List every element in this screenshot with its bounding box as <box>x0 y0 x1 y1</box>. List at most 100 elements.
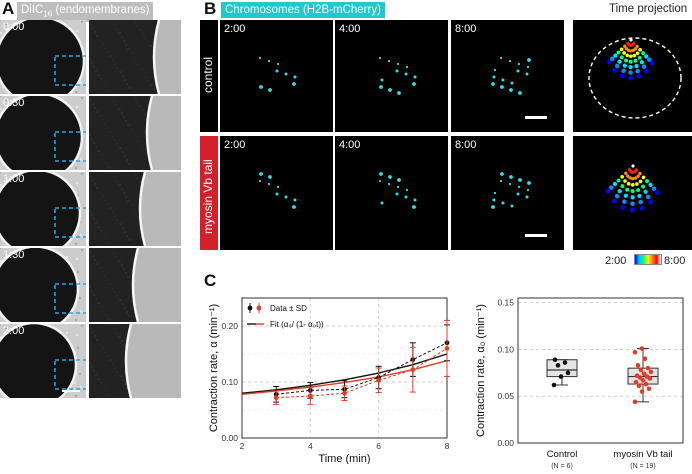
trajectory-dot <box>628 75 633 81</box>
trajectory-dot <box>622 51 626 55</box>
panel-a-letter: A <box>2 0 15 18</box>
membrane-edge <box>152 20 161 94</box>
zoom-frame <box>89 248 181 322</box>
chromosome-spot <box>268 88 272 92</box>
chromosome-spot <box>499 56 503 60</box>
trajectory-dot <box>605 188 611 194</box>
chromosome-spot <box>387 59 391 63</box>
oocyte <box>0 96 84 170</box>
data-dashed-line <box>276 342 448 395</box>
trajectory-dot <box>625 53 630 58</box>
time-stamp: 0:30 <box>3 97 25 109</box>
cortex-region <box>133 248 181 322</box>
chromosome-spot <box>510 81 514 85</box>
oocyte <box>0 20 86 94</box>
trajectory-dot <box>636 73 642 79</box>
trajectory-dot <box>630 201 635 206</box>
chromosome-spot <box>518 91 522 95</box>
data-point <box>639 346 645 351</box>
oocyte <box>0 172 82 246</box>
trajectory-dot <box>655 190 660 195</box>
data-point <box>638 367 644 373</box>
panel-c-letter: C <box>204 271 217 290</box>
zoom-frame <box>89 172 181 246</box>
time-projection-frame <box>573 136 692 250</box>
trajectory-dot <box>630 183 635 187</box>
trajectory-dot <box>630 189 635 194</box>
data-point <box>552 357 558 363</box>
roi-box <box>54 131 86 162</box>
trajectory-dot <box>651 186 657 191</box>
trajectory-dot <box>637 193 642 199</box>
chromosome-spot <box>525 195 529 199</box>
membrane-edge <box>138 172 147 246</box>
chromosome-spot <box>275 192 279 196</box>
trajectory-dot <box>634 168 639 172</box>
trajectory-dot <box>609 185 614 190</box>
chromosome-spot <box>527 58 531 62</box>
trajectory-dot <box>612 67 618 73</box>
trajectory-dot <box>643 189 648 194</box>
plot-frame <box>517 297 684 444</box>
trajectory-dot <box>643 68 649 74</box>
data-point <box>558 374 564 379</box>
trajectory-dot <box>634 63 639 69</box>
chromosome-spot <box>517 185 521 189</box>
colorbar <box>634 254 662 265</box>
trajectory-dot <box>623 193 628 198</box>
trajectory-dot <box>632 41 636 45</box>
chromosome-frame: 8:00 <box>451 136 564 250</box>
data-point <box>642 356 648 362</box>
time-stamp: 2:00 <box>224 139 246 151</box>
trajectory-dot <box>620 174 625 179</box>
trajectory-dot <box>638 171 642 176</box>
trajectory-dot <box>633 176 638 180</box>
contraction-rate-box-plot: 0.00 0.05 0.10 0.15 Contraction rate, α₀ (mi… <box>475 297 684 470</box>
trajectory-dot <box>646 57 652 62</box>
chromosome-spot <box>516 192 520 196</box>
trajectory-dot <box>636 188 641 193</box>
trajectory-dot <box>648 199 654 205</box>
y-tick-label: 0.15 <box>497 298 514 308</box>
chromosome-spot <box>267 182 271 186</box>
trajectory-dot <box>644 54 649 59</box>
trajectory-dot <box>622 199 627 204</box>
chromosome-spot <box>395 69 399 73</box>
trajectory-dot <box>631 176 635 181</box>
chromosome-spot <box>413 198 417 202</box>
time-stamp: 0:00 <box>3 21 25 33</box>
legend-marker <box>256 305 262 311</box>
chromosome-spot <box>527 181 531 185</box>
oocyte <box>0 248 80 322</box>
chromosome-spot <box>258 56 262 60</box>
data-point <box>648 369 654 375</box>
data-point <box>444 346 450 351</box>
count-label: (N = 19) <box>630 463 655 470</box>
trajectory-dot <box>624 171 628 175</box>
chromosome-spot <box>380 201 384 205</box>
box <box>546 359 578 378</box>
x-tick-label: 4 <box>308 441 313 451</box>
chromosome-spot <box>293 198 297 202</box>
trajectory-dot <box>614 193 620 199</box>
membrane-frame: 2:00 <box>0 324 86 398</box>
chromosome-spot <box>380 78 384 82</box>
trajectory-dot <box>648 182 653 188</box>
chromosome-spot <box>284 195 288 199</box>
chromosome-spot <box>501 201 505 205</box>
chromosome-spot <box>404 72 408 76</box>
chromosome-spot <box>293 75 297 79</box>
chromosome-spot <box>516 69 520 73</box>
trajectory-dot <box>635 182 639 186</box>
data-point <box>565 370 571 376</box>
trajectory-dot <box>628 54 633 59</box>
panel-b-label: Chromosomes (H2B-mCherry) <box>221 2 385 18</box>
chromosome-spot <box>268 175 272 179</box>
membrane-edge <box>131 248 140 322</box>
time-stamp: 1:00 <box>3 173 25 185</box>
chromosome-spot <box>412 205 416 209</box>
chromosome-spot <box>396 62 400 66</box>
chromosome-spot <box>292 82 296 86</box>
trajectory-dot <box>633 58 638 63</box>
data-point <box>635 363 641 368</box>
